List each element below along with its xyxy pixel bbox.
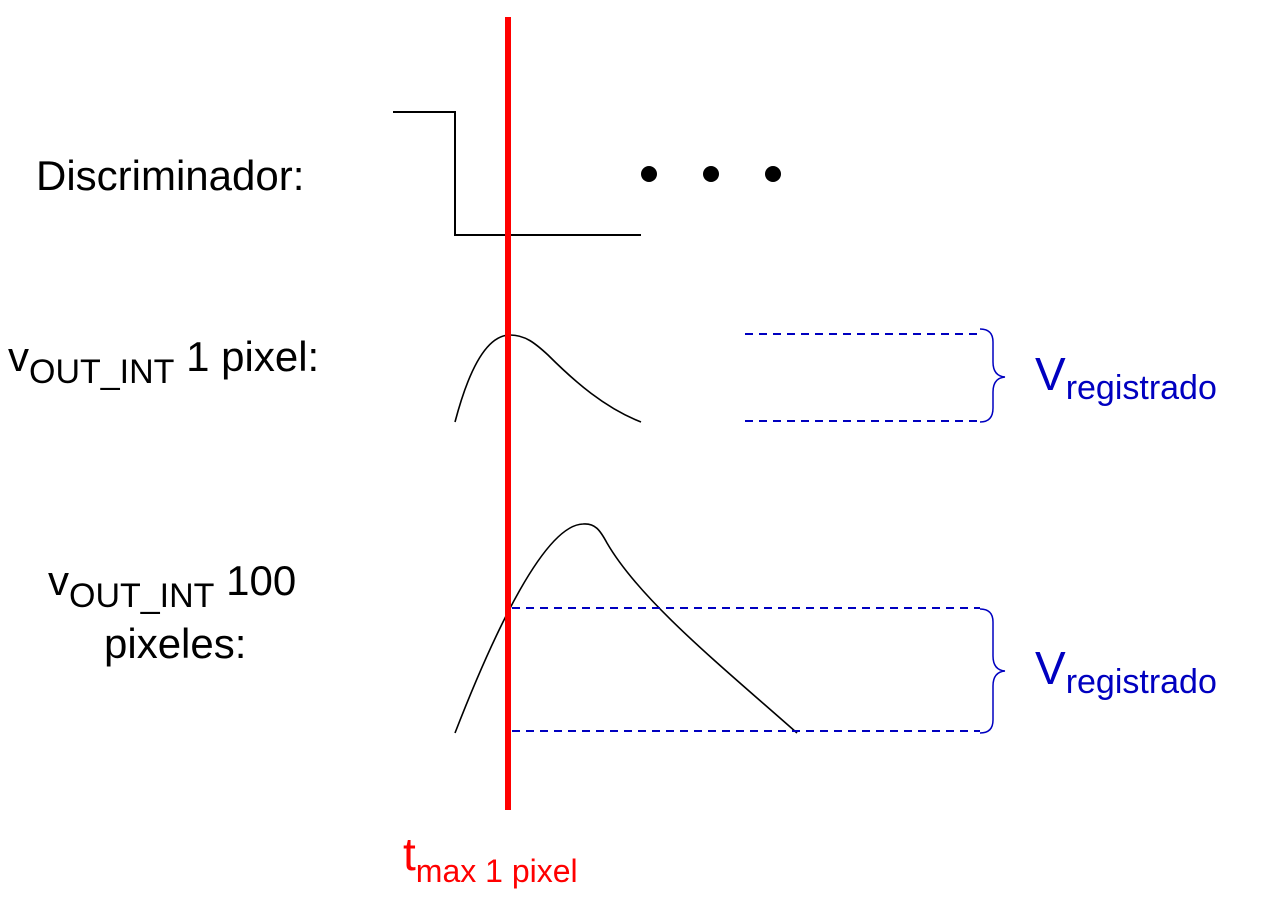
- label-tmax-1-pixel: tmax 1 pixel: [403, 828, 578, 889]
- ellipsis-dot: [703, 166, 719, 182]
- label-vout-100-pixels: vOUT_INT 100: [48, 557, 296, 615]
- label-vregistrado-1: Vregistrado: [1035, 348, 1217, 407]
- ellipsis-dot: [641, 166, 657, 182]
- label-discriminator: Discriminador:: [36, 152, 304, 199]
- label-vout-1-pixel: vOUT_INT 1 pixel:: [8, 333, 319, 391]
- brace-2: [979, 608, 1006, 734]
- brace-1: [979, 328, 1006, 423]
- label-vregistrado-2: Vregistrado: [1035, 642, 1217, 701]
- discriminator-waveform: [393, 111, 641, 236]
- label-pixeles: pixeles:: [104, 620, 246, 667]
- pulse-1-pixel: [454, 334, 642, 423]
- ellipsis-dots: [641, 166, 781, 182]
- ellipsis-dot: [765, 166, 781, 182]
